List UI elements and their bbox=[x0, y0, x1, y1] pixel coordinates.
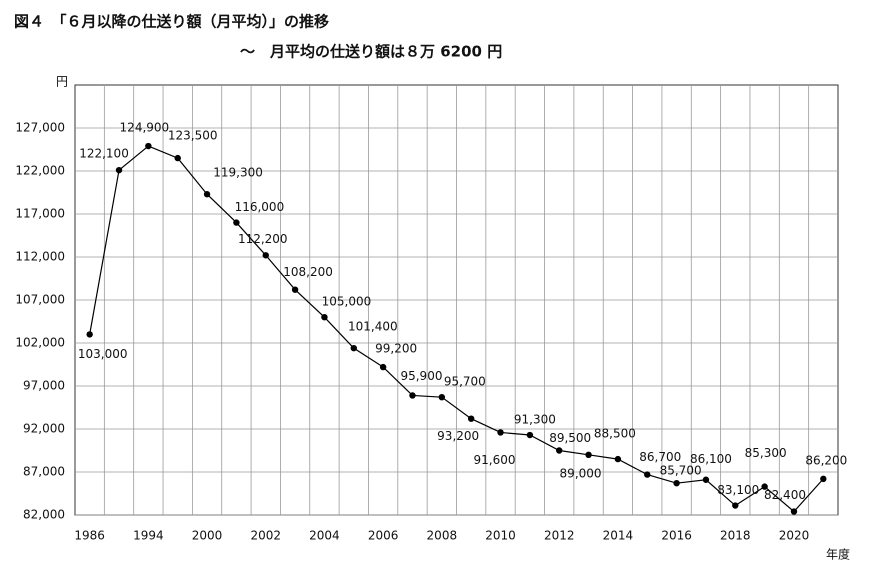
x-tick-label: 2008 bbox=[427, 529, 458, 543]
data-point bbox=[291, 286, 299, 293]
data-label: 95,900 bbox=[400, 369, 442, 383]
data-point bbox=[115, 166, 123, 174]
data-point bbox=[350, 344, 357, 352]
data-label: 89,000 bbox=[560, 466, 602, 480]
data-label: 122,100 bbox=[79, 147, 129, 161]
data-label: 95,700 bbox=[444, 375, 486, 389]
data-point bbox=[379, 363, 387, 371]
x-tick-label: 2020 bbox=[779, 529, 810, 543]
x-axis-label: 年度 bbox=[826, 547, 850, 562]
y-tick-label: 107,000 bbox=[15, 293, 65, 307]
data-label: 101,400 bbox=[348, 320, 398, 334]
x-tick-label: 2004 bbox=[309, 529, 340, 543]
data-point bbox=[497, 429, 504, 436]
chart-subtitle: ～ 月平均の仕送り額は８万 6200 円 bbox=[240, 43, 502, 61]
y-tick-label: 97,000 bbox=[23, 379, 65, 393]
chart-title: 図４ 「６月以降の仕送り額（月平均）」の推移 bbox=[14, 13, 329, 31]
y-tick-label: 112,000 bbox=[15, 250, 65, 264]
data-point bbox=[732, 502, 739, 509]
data-point bbox=[526, 431, 534, 439]
data-label: 108,200 bbox=[283, 265, 333, 279]
series-line bbox=[89, 145, 824, 513]
data-label: 89,500 bbox=[549, 431, 591, 445]
y-tick-label: 102,000 bbox=[15, 336, 65, 350]
data-label: 103,000 bbox=[78, 347, 128, 361]
data-label: 86,100 bbox=[690, 452, 732, 466]
data-label: 88,500 bbox=[594, 427, 636, 441]
x-tick-label: 2006 bbox=[368, 529, 399, 543]
data-label: 85,700 bbox=[660, 464, 702, 478]
y-tick-label: 122,000 bbox=[15, 164, 65, 178]
data-label: 82,400 bbox=[764, 488, 806, 502]
data-point bbox=[790, 508, 798, 515]
data-label: 119,300 bbox=[213, 166, 263, 180]
data-point bbox=[614, 455, 622, 463]
data-point bbox=[262, 252, 269, 259]
y-tick-label: 92,000 bbox=[23, 422, 65, 436]
x-tick-label: 2002 bbox=[250, 529, 281, 543]
data-label: 85,300 bbox=[745, 446, 787, 460]
data-label: 99,200 bbox=[375, 342, 417, 356]
data-point bbox=[644, 471, 651, 478]
y-tick-label: 117,000 bbox=[15, 207, 65, 221]
data-point bbox=[556, 447, 563, 454]
x-tick-label: 1986 bbox=[74, 529, 105, 543]
data-label: 83,100 bbox=[717, 483, 759, 497]
x-tick-label: 2018 bbox=[720, 529, 751, 543]
data-point bbox=[585, 451, 592, 458]
data-label: 124,900 bbox=[120, 121, 170, 135]
x-tick-label: 2012 bbox=[544, 529, 575, 543]
data-point bbox=[409, 392, 416, 399]
data-point bbox=[702, 476, 710, 483]
y-tick-label: 87,000 bbox=[23, 465, 65, 479]
data-point bbox=[321, 314, 328, 321]
data-label: 91,600 bbox=[474, 453, 516, 467]
y-axis-label: 円 bbox=[56, 75, 68, 89]
data-label: 116,000 bbox=[235, 200, 285, 214]
x-tick-label: 2000 bbox=[192, 529, 223, 543]
data-point bbox=[467, 415, 475, 422]
y-tick-label: 82,000 bbox=[23, 508, 65, 522]
data-point bbox=[203, 191, 211, 198]
data-point bbox=[86, 331, 93, 338]
x-tick-label: 2010 bbox=[485, 529, 516, 543]
data-label: 86,200 bbox=[805, 453, 847, 467]
data-label: 86,700 bbox=[639, 450, 681, 464]
y-tick-label: 127,000 bbox=[15, 121, 65, 135]
data-label: 93,200 bbox=[437, 429, 479, 443]
data-point bbox=[438, 393, 446, 401]
data-point bbox=[145, 142, 152, 150]
data-point bbox=[820, 475, 827, 483]
data-label: 105,000 bbox=[322, 295, 372, 309]
x-tick-label: 1994 bbox=[133, 529, 164, 543]
data-point bbox=[174, 154, 181, 162]
data-point bbox=[673, 479, 680, 487]
data-label: 123,500 bbox=[168, 129, 218, 143]
data-label: 112,200 bbox=[238, 232, 288, 246]
x-tick-label: 2014 bbox=[603, 529, 634, 543]
data-point bbox=[761, 483, 768, 490]
data-point bbox=[233, 219, 240, 226]
x-tick-label: 2016 bbox=[661, 529, 692, 543]
data-label: 91,300 bbox=[514, 413, 556, 427]
